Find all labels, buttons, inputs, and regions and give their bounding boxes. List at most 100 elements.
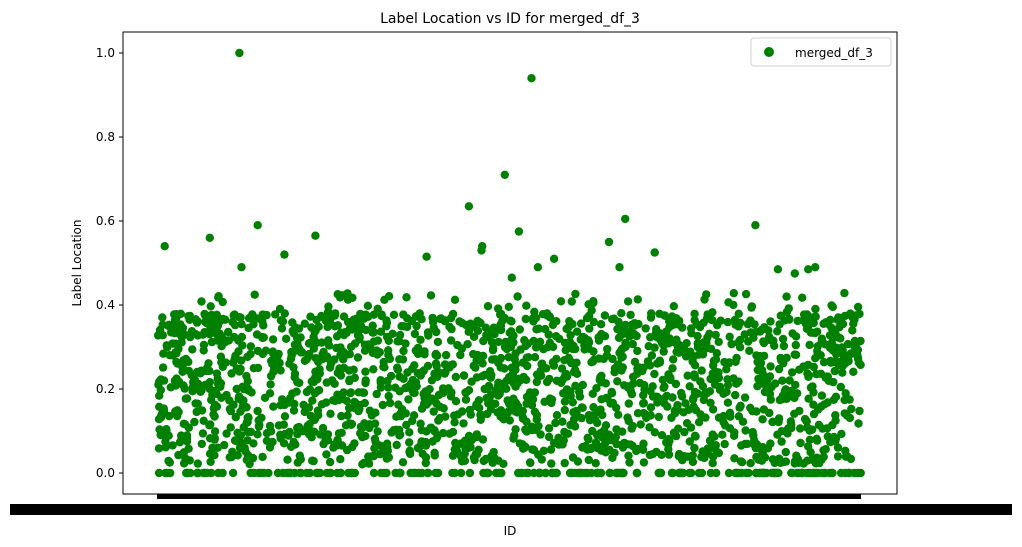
data-point [473,350,482,360]
data-point [230,320,240,330]
data-point [158,313,167,322]
data-point [364,459,374,468]
data-point [652,447,661,457]
data-point [477,246,486,255]
data-point [332,332,342,341]
data-point [308,396,317,405]
data-point [560,427,569,437]
data-point [556,378,566,387]
data-point [765,408,774,418]
data-point [265,421,275,431]
data-point [533,263,543,272]
data-point [769,468,778,478]
data-point [500,313,509,323]
data-point [567,297,576,306]
data-point [314,386,324,395]
data-point [535,337,545,346]
data-point [621,320,630,330]
data-point [190,417,199,427]
data-point [686,423,696,432]
data-point [246,342,255,351]
data-point [712,349,721,358]
data-point [589,317,598,327]
data-point [418,449,427,458]
data-point [460,456,470,465]
data-point [576,319,586,328]
data-point [318,423,328,433]
data-point [484,468,493,478]
data-point [806,328,816,337]
data-point [618,468,627,478]
data-point [645,450,654,460]
data-point [735,335,745,345]
data-point [402,293,411,302]
data-point [293,377,302,387]
y-tick-label: 1.0 [96,46,115,60]
data-point [702,290,711,299]
data-point [193,468,202,478]
data-point [755,327,765,336]
data-point [377,310,386,319]
data-point [447,324,456,334]
data-point [804,265,813,274]
data-point [478,411,487,420]
data-point [734,377,743,386]
data-point [572,369,582,378]
data-point [779,341,789,351]
data-point [482,394,491,403]
data-point [382,318,392,327]
data-point [597,395,606,404]
data-point [456,439,466,448]
data-point [210,435,219,444]
data-point [369,365,378,374]
data-point [760,453,770,462]
data-point [179,419,188,428]
data-point [729,300,738,310]
data-point [787,368,797,377]
data-point [253,363,263,373]
data-point [347,468,356,478]
data-point [154,377,164,386]
data-point [193,459,202,468]
data-point [802,417,811,426]
data-point [720,439,729,449]
data-point [395,468,405,478]
data-point [651,328,661,338]
data-point [780,387,790,396]
data-point [790,269,799,278]
data-point [408,364,417,373]
data-point [343,295,353,304]
data-point [246,427,256,437]
data-point [368,328,378,337]
data-point [838,368,847,377]
data-point [633,346,642,356]
data-point [221,338,230,347]
data-point [294,324,304,333]
data-point [805,426,814,435]
data-point [265,389,275,398]
data-point [456,468,466,478]
data-point [168,441,177,450]
data-point [197,406,207,415]
data-point [656,335,665,344]
data-point [607,389,617,398]
data-point [688,457,698,467]
data-point [258,452,267,462]
data-point [575,392,585,401]
data-point [229,400,238,409]
data-point [736,401,745,410]
data-point [416,419,425,428]
data-point [511,407,520,416]
data-point [491,399,500,408]
data-point [406,383,416,392]
data-point [345,376,354,386]
data-point [764,326,773,335]
data-point [650,428,659,437]
data-point [371,408,380,417]
data-point [796,424,805,433]
data-point [802,310,812,319]
data-point [459,371,469,380]
data-point [715,385,725,395]
data-point [677,392,687,401]
